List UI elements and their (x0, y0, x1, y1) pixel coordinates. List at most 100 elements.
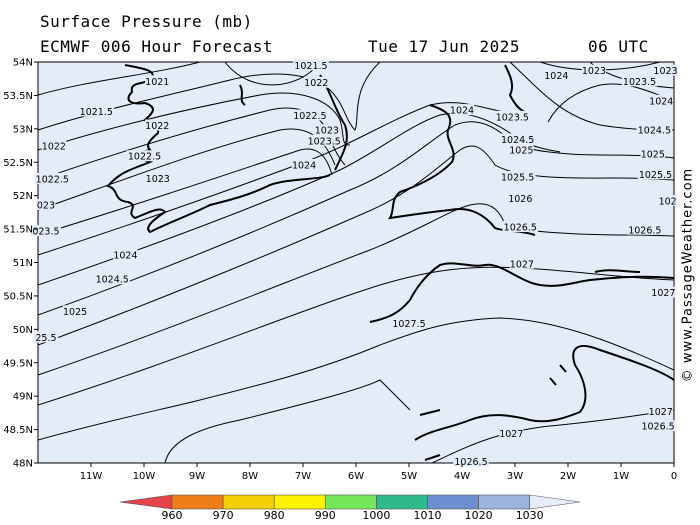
isobar-label: 1027 (510, 259, 534, 270)
isobar-label: 1024 (292, 160, 316, 171)
isobar-line (38, 145, 674, 346)
model-run: ECMWF 006 Hour Forecast (40, 37, 274, 56)
isobar-label-bg (494, 110, 531, 122)
isobar-label: 1024.5 (96, 275, 129, 286)
isobar-label-bg (499, 133, 536, 145)
isobar-label-bg (314, 124, 340, 136)
isobar-label: 1022 (145, 121, 169, 132)
ireland-west-coast (106, 64, 331, 234)
isobar-label-bg (306, 134, 342, 146)
lat-label: 48.5N (3, 425, 33, 436)
colorbar-segment (273, 494, 326, 510)
isobar-label: 1025 (63, 307, 87, 318)
isobar-label-bg (502, 221, 539, 233)
lat-label: 50.5N (3, 291, 33, 302)
isobar-label-bg (304, 76, 329, 88)
isobar-label: 023.5 (32, 227, 59, 238)
isobar-line (38, 121, 674, 316)
isobar-label: 1025 (509, 146, 533, 157)
colorbar-segment (324, 494, 377, 510)
lon-label: 8W (242, 471, 258, 482)
colorbar-segment (171, 494, 224, 510)
isobar-label: 1023.5 (496, 112, 529, 123)
isobar-label: 25.5 (35, 333, 56, 344)
isobar-label-bg (291, 158, 317, 170)
isobar-label-bg (544, 69, 569, 81)
colorbar-label: 960 (162, 509, 183, 522)
england-south-coast (369, 262, 674, 323)
isobar-label: 1026.5 (504, 223, 537, 234)
isobar-line (38, 92, 351, 151)
isobar-label: 1026.5 (454, 457, 487, 468)
isobar-label-bg (292, 109, 328, 121)
isobar-label: 1023 (653, 66, 677, 77)
isobar-line (164, 379, 411, 463)
isobar-label-bg (145, 75, 170, 87)
isobar-label: 1026.5 (628, 225, 661, 236)
isobar-label: 1022.5 (128, 152, 161, 163)
isobar-label: 1021.5 (294, 61, 327, 72)
isobar-label: 1027 (649, 407, 673, 418)
isobar-label-bg (621, 75, 658, 87)
colorbar-label: 1030 (516, 509, 544, 522)
isobar-label-bg (658, 195, 678, 207)
lon-label: 5W (401, 471, 417, 482)
chart-title: Surface Pressure (mb) (40, 12, 253, 31)
isobar-label-bg (30, 225, 61, 237)
isobar-line (431, 409, 674, 463)
isobar-label: 1021 (145, 77, 169, 88)
isobar-label: 1025.5 (501, 172, 534, 183)
isobar-label: 1025 (641, 150, 665, 161)
isobar-label-bg (113, 249, 138, 261)
isobar-line (38, 107, 346, 181)
forecast-date: Tue 17 Jun 2025 (368, 37, 520, 56)
channel-islands (549, 364, 567, 386)
colorbar-low-arrow (119, 494, 173, 510)
isobar-label-bg (627, 223, 663, 235)
isobar-label-bg (94, 273, 130, 285)
breton-islands (419, 409, 441, 461)
isobar-line (38, 203, 674, 376)
isobar-line (38, 62, 201, 96)
lat-label: 50N (13, 325, 33, 336)
isobar-label: 1022.5 (293, 111, 326, 122)
lat-label: 49N (13, 392, 33, 403)
isobar-label-bg (391, 317, 427, 329)
isobar-label-bg (34, 172, 71, 184)
isobar-label: 1022.5 (36, 174, 69, 185)
colorbar-segment (376, 494, 428, 510)
lon-label: 7W (295, 471, 311, 482)
isobar-label-bg (33, 331, 59, 343)
colorbar-label: 1000 (362, 509, 390, 522)
isobar-label: 1027 (499, 429, 523, 440)
lat-label: 53N (13, 124, 33, 135)
isobar-label: 102 (659, 197, 677, 208)
colorbar-label: 970 (213, 509, 234, 522)
isobar-label-bg (637, 168, 674, 180)
lon-label: 0 (671, 471, 677, 482)
isobar-line (38, 317, 674, 441)
isobar-label: 1023 (146, 174, 170, 185)
isobar-line (38, 148, 333, 236)
isobar-label: 1027 (651, 288, 675, 299)
colorbar-segment (478, 494, 531, 510)
lat-label: 53.5N (3, 91, 33, 102)
isobar-label-bg (145, 119, 170, 131)
longitude-axis: 11W 10W 9W 8W 7W 6W 5W 4W 3W 2W 1W 0 (80, 463, 677, 482)
colorbar-segment (222, 494, 275, 510)
isobar-label-bg (653, 64, 678, 76)
isobar-label: 1024 (113, 251, 137, 262)
isobar-label-bg (449, 104, 475, 116)
isobar-label: 1026 (508, 194, 532, 205)
isobar-label-bg (648, 405, 673, 417)
lon-label: 9W (189, 471, 205, 482)
lon-label: 11W (80, 471, 103, 482)
isobar-label-bg (145, 172, 170, 184)
isobar-label-bg (640, 420, 676, 432)
isobar-label-bg (508, 192, 533, 204)
lat-label: 48N (13, 459, 33, 470)
isobar-label: 1023.5 (623, 77, 656, 88)
thames-estuary (594, 269, 641, 273)
isobar-label: 1022 (304, 78, 328, 89)
